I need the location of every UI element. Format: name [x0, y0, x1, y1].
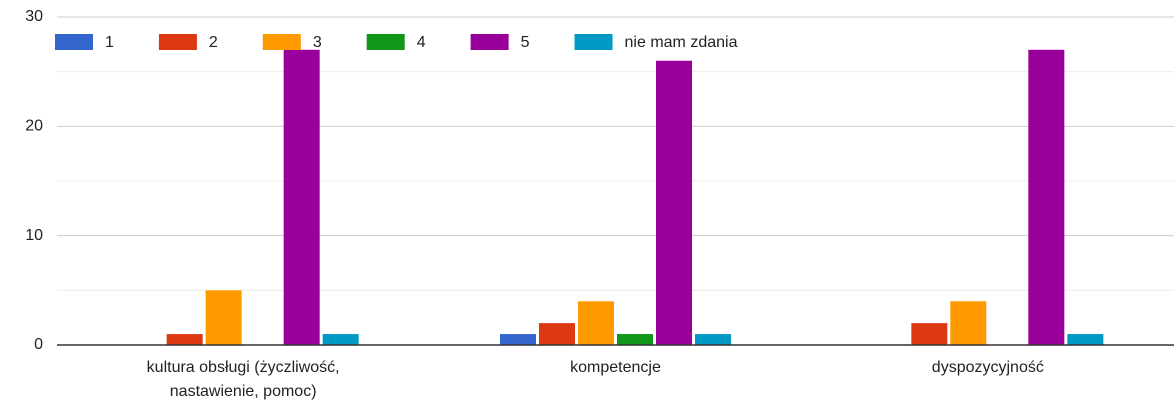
- y-tick-label: 0: [34, 336, 43, 353]
- bar: [578, 301, 614, 345]
- legend-swatch: [158, 34, 197, 50]
- bar: [617, 334, 653, 345]
- legend-label: nie mam zdania: [625, 34, 738, 51]
- legend-swatch: [262, 34, 301, 50]
- legend-swatch: [366, 34, 405, 50]
- y-tick-label: 30: [25, 8, 43, 25]
- bar: [1067, 334, 1104, 345]
- bar: [205, 290, 242, 345]
- bar: [166, 334, 203, 345]
- legend-label: 5: [521, 34, 530, 51]
- bar: [500, 334, 536, 345]
- x-tick-label: dyspozycyjność: [931, 359, 1044, 376]
- legend-label: 3: [313, 34, 322, 51]
- legend-label: 2: [209, 34, 218, 51]
- bar: [695, 334, 731, 345]
- bar: [911, 323, 948, 345]
- bar: [656, 60, 692, 345]
- legend-swatch: [470, 34, 509, 50]
- legend-label: 1: [105, 34, 114, 51]
- bar: [1028, 49, 1065, 346]
- legend-label: 4: [417, 34, 426, 51]
- bar: [950, 301, 987, 345]
- y-tick-label: 20: [25, 118, 43, 135]
- bar: [283, 49, 320, 346]
- legend-swatch: [55, 34, 93, 50]
- bar: [539, 323, 575, 345]
- y-tick-label: 10: [25, 227, 43, 244]
- legend-swatch: [574, 34, 613, 50]
- x-tick-label: kultura obsługi (życzliwość, nastawienie…: [146, 359, 340, 400]
- bar: [322, 334, 359, 345]
- x-tick-label: kompetencje: [570, 359, 661, 376]
